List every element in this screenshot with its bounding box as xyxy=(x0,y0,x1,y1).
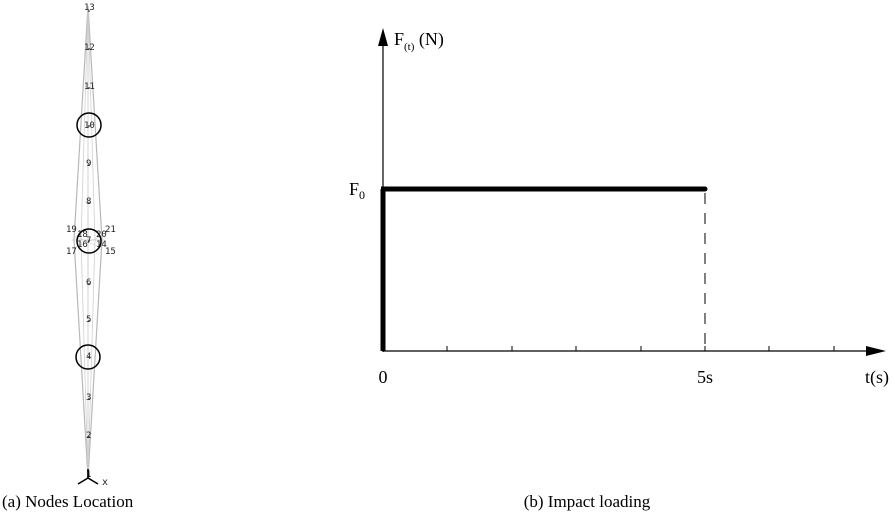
axis-x-label: x xyxy=(102,477,108,488)
node-label: 19 xyxy=(66,225,77,235)
origin-label: 0 xyxy=(379,367,388,387)
node-label: 5 xyxy=(86,315,91,325)
node-label: 2 xyxy=(86,431,91,441)
y-axis-label: F(t) (N) xyxy=(394,29,444,53)
duration-label: 5s xyxy=(697,367,713,387)
node-label: 14 xyxy=(96,240,107,250)
node-label: 6 xyxy=(86,278,91,288)
x-axis-label: t(s) xyxy=(865,367,889,388)
node-label: 9 xyxy=(86,159,91,169)
highlight-circle-node-4 xyxy=(75,344,101,370)
caption-impact-loading: (b) Impact loading xyxy=(524,492,651,511)
caption-nodes-location: (a) Nodes Location xyxy=(2,492,134,511)
node-label: 4 xyxy=(86,352,91,362)
node-label: 21 xyxy=(105,225,116,235)
impact-loading-chart: F(t) (N) F0 0 5s t(s) xyxy=(349,28,889,388)
highlight-circle-node-10 xyxy=(76,112,102,138)
x-axis-arrow-icon xyxy=(866,346,886,356)
node-label: 18 xyxy=(77,230,88,240)
node-label: 10 xyxy=(84,121,95,131)
highlight-circle-node-7 xyxy=(76,228,102,254)
node-label: 8 xyxy=(86,197,91,207)
coordinate-axes-icon xyxy=(77,469,99,485)
y-axis-arrow-icon xyxy=(378,28,388,46)
node-dots xyxy=(88,10,90,477)
node-label: 16 xyxy=(77,240,88,250)
node-label: 17 xyxy=(66,247,77,257)
node-label: 3 xyxy=(86,393,91,403)
node-label: 15 xyxy=(105,247,116,257)
x-axis-ticks xyxy=(446,346,835,351)
truss-model: 1 2 3 4 5 6 7 8 9 10 11 12 13 19 18 16 1… xyxy=(66,3,116,488)
node-label: 12 xyxy=(84,43,95,53)
node-label: 7 xyxy=(86,236,91,246)
node-label: 11 xyxy=(84,82,95,92)
node-label: 20 xyxy=(96,230,107,240)
plateau-end-point xyxy=(702,186,708,192)
level-label: F0 xyxy=(349,179,365,202)
node-label: 13 xyxy=(84,3,95,13)
